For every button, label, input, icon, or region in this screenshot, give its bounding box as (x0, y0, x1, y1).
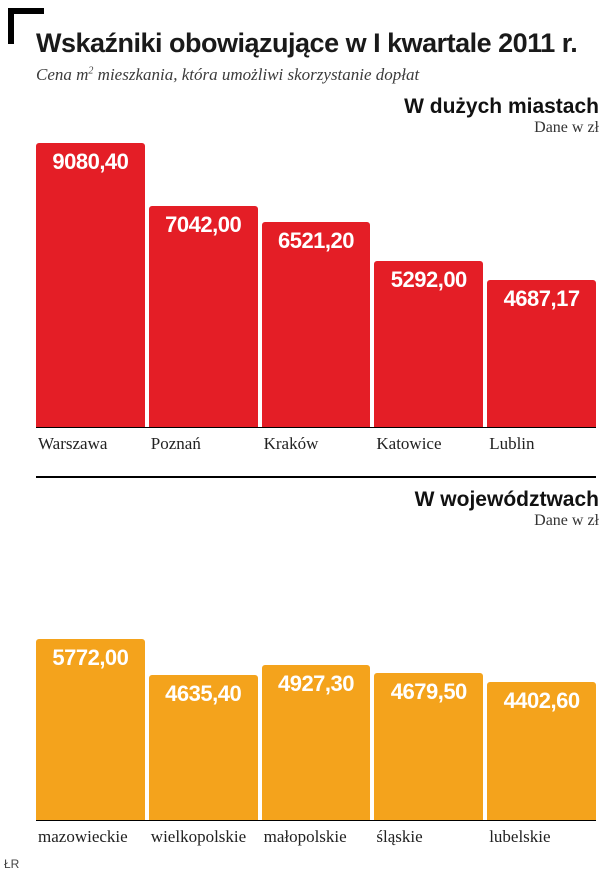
cities-unit: Dane w zł (36, 119, 599, 137)
subtitle-pre: Cena m (36, 65, 88, 84)
bar-value: 4687,17 (487, 286, 596, 312)
bar-value: 4927,30 (262, 671, 371, 697)
divider (36, 476, 596, 478)
bar-value: 5772,00 (36, 645, 145, 671)
bar: 5292,00 (374, 261, 483, 427)
bar-value: 4402,60 (487, 688, 596, 714)
page-subtitle: Cena m2 mieszkania, która umożliwi skorz… (36, 65, 603, 85)
bar-label: małopolskie (262, 827, 371, 847)
bar: 9080,40 (36, 143, 145, 427)
bar-wrap: 5292,00 (374, 143, 483, 427)
bar-label: lubelskie (487, 827, 596, 847)
bar-label: wielkopolskie (149, 827, 258, 847)
bar: 4679,50 (374, 673, 483, 820)
bar-label: Poznań (149, 434, 258, 454)
regions-head: W województwach Dane w zł (36, 488, 603, 530)
bar-wrap: 5772,00 (36, 536, 145, 820)
bar: 4687,17 (487, 280, 596, 427)
regions-unit: Dane w zł (36, 512, 599, 530)
regions-chart: 5772,004635,404927,304679,504402,60 mazo… (36, 536, 596, 847)
bar-wrap: 4635,40 (149, 536, 258, 820)
bar-label: śląskie (374, 827, 483, 847)
bar: 4927,30 (262, 665, 371, 820)
regions-chart-area: 5772,004635,404927,304679,504402,60 (36, 536, 596, 821)
cities-head: W dużych miastach Dane w zł (36, 95, 603, 137)
bar-wrap: 4402,60 (487, 536, 596, 820)
corner-border (8, 8, 44, 44)
cities-chart-area: 9080,40 7042,006521,205292,004687,17 (36, 143, 596, 428)
bar-value: 7042,00 (149, 212, 258, 238)
bar-value: 4679,50 (374, 679, 483, 705)
page-title: Wskaźniki obowiązujące w I kwartale 2011… (36, 28, 603, 59)
bar-wrap: 9080,40 (36, 143, 145, 427)
bar-label: Kraków (262, 434, 371, 454)
page: Wskaźniki obowiązujące w I kwartale 2011… (0, 0, 615, 855)
bar-wrap: 6521,20 (262, 143, 371, 427)
bar-label: Katowice (374, 434, 483, 454)
bar-label: mazowieckie (36, 827, 145, 847)
subtitle-post: mieszkania, która umożliwi skorzystanie … (93, 65, 419, 84)
bar: 5772,00 (36, 639, 145, 820)
regions-labels: mazowieckiewielkopolskiemałopolskieśląsk… (36, 827, 596, 847)
bar-value: 4635,40 (149, 681, 258, 707)
bar-value: 6521,20 (262, 228, 371, 254)
bar-label: Lublin (487, 434, 596, 454)
bar: 7042,00 (149, 206, 258, 427)
bar-wrap: 4687,17 (487, 143, 596, 427)
bar-wrap: 4927,30 (262, 536, 371, 820)
bar-value: 9080,40 (36, 149, 145, 175)
cities-labels: WarszawaPoznańKrakówKatowiceLublin (36, 434, 596, 454)
cities-chart: 9080,40 7042,006521,205292,004687,17 Wars… (36, 143, 596, 454)
bar: 4402,60 (487, 682, 596, 820)
bar: 4635,40 (149, 675, 258, 820)
bar-value: 5292,00 (374, 267, 483, 293)
regions-title: W województwach (36, 488, 599, 512)
cities-title: W dużych miastach (36, 95, 599, 119)
bar-wrap: 4679,50 (374, 536, 483, 820)
bar-wrap: 7042,00 (149, 143, 258, 427)
bar: 6521,20 (262, 222, 371, 427)
bar-label: Warszawa (36, 434, 145, 454)
credit: ŁR (4, 857, 19, 871)
